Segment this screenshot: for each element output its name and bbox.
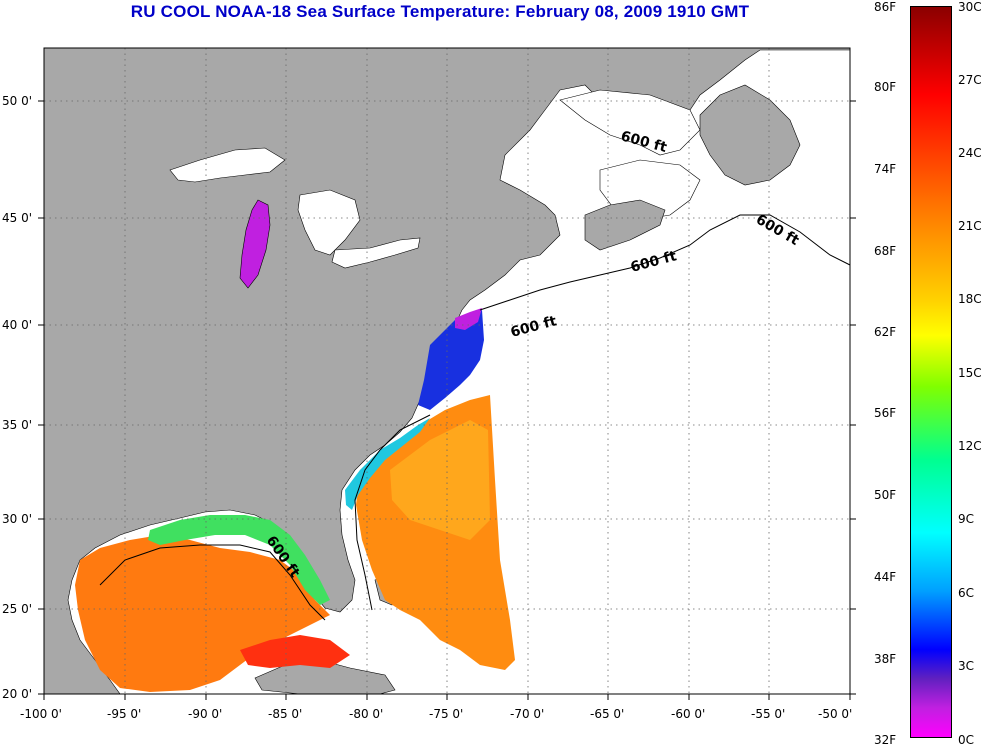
map-title: RU COOL NOAA-18 Sea Surface Temperature:… bbox=[130, 2, 750, 21]
y-tick-label: 30 0' bbox=[2, 512, 32, 526]
contour-600ft bbox=[479, 214, 851, 311]
sst-gulf-cool-edge bbox=[148, 515, 330, 605]
colorbar-c-label: 15C bbox=[958, 366, 982, 380]
sst-gulf-of-mexico bbox=[75, 535, 330, 692]
sst-cool-shelf bbox=[345, 418, 430, 510]
x-tick-label: -55 0' bbox=[751, 707, 785, 721]
x-tick-label: -90 0' bbox=[188, 707, 222, 721]
colorbar bbox=[910, 6, 952, 738]
colorbar-f-label: 68F bbox=[874, 244, 897, 258]
colorbar-c-label: 9C bbox=[958, 512, 975, 526]
x-tick-label: -60 0' bbox=[671, 707, 705, 721]
y-tick-label: 50 0' bbox=[2, 94, 32, 108]
x-tick-label: -50 0' bbox=[818, 707, 852, 721]
x-tick-label: -95 0' bbox=[107, 707, 141, 721]
lake-superior bbox=[169, 147, 286, 183]
y-tick-label: 25 0' bbox=[2, 602, 32, 616]
lake-erie-ontario bbox=[331, 237, 421, 269]
contour-600ft-south bbox=[354, 414, 431, 611]
y-tick-label: 45 0' bbox=[2, 211, 32, 225]
colorbar-c-label: 30C bbox=[958, 0, 982, 14]
colorbar-f-label: 44F bbox=[874, 570, 897, 584]
y-tick-label: 20 0' bbox=[2, 687, 32, 701]
x-tick-label: -80 0' bbox=[349, 707, 383, 721]
x-tick-label: -70 0' bbox=[510, 707, 544, 721]
colorbar-f-label: 74F bbox=[874, 162, 897, 176]
colorbar-c-label: 0C bbox=[958, 733, 975, 747]
colorbar-f-label: 56F bbox=[874, 406, 897, 420]
colorbar-f-label: 32F bbox=[874, 733, 897, 747]
sst-warm-core bbox=[390, 420, 490, 540]
x-tick-label: -100 0' bbox=[20, 707, 62, 721]
hudson-bay-area bbox=[559, 89, 701, 156]
colorbar-c-label: 24C bbox=[958, 146, 982, 160]
sst-cold-bay bbox=[455, 308, 482, 330]
x-tick-label: -75 0' bbox=[429, 707, 463, 721]
x-tick-label: -85 0' bbox=[268, 707, 302, 721]
colorbar-f-label: 62F bbox=[874, 325, 897, 339]
colorbar-f-label: 38F bbox=[874, 652, 897, 666]
colorbar-c-label: 3C bbox=[958, 659, 975, 673]
lake-michigan bbox=[239, 199, 271, 289]
contour-600ft-gulf bbox=[99, 544, 326, 621]
newfoundland bbox=[699, 84, 801, 186]
colorbar-c-label: 18C bbox=[958, 292, 982, 306]
grid bbox=[44, 48, 850, 694]
colorbar-c-label: 27C bbox=[958, 73, 982, 87]
nova-scotia bbox=[584, 199, 666, 251]
colorbar-f-label: 50F bbox=[874, 488, 897, 502]
sst-cold-shelf bbox=[418, 310, 484, 410]
colorbar-f-label: 80F bbox=[874, 80, 897, 94]
x-axis bbox=[43, 694, 851, 700]
colorbar-f-label: 86F bbox=[874, 0, 897, 14]
y-axis bbox=[38, 100, 856, 695]
land-north-america bbox=[43, 47, 851, 695]
x-tick-label: -65 0' bbox=[590, 707, 624, 721]
lake-huron bbox=[297, 189, 361, 256]
colorbar-c-label: 12C bbox=[958, 439, 982, 453]
y-tick-label: 35 0' bbox=[2, 418, 32, 432]
sst-gulf-warm-south bbox=[240, 635, 350, 668]
y-tick-label: 40 0' bbox=[2, 318, 32, 332]
colorbar-c-label: 21C bbox=[958, 219, 982, 233]
colorbar-c-label: 6C bbox=[958, 586, 975, 600]
